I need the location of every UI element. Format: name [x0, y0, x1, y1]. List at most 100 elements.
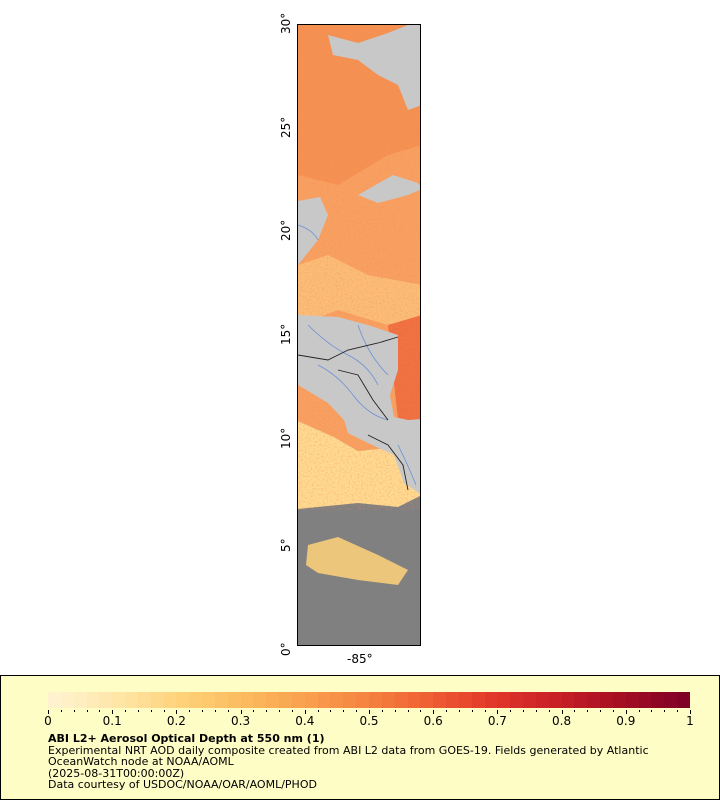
- colorbar-tick-mark: [304, 710, 306, 714]
- colorbar-cell: [125, 692, 139, 708]
- latitude-tick-label: 10°: [279, 427, 293, 449]
- colorbar-tick-label: 1: [686, 714, 694, 728]
- colorbar-tick-mark: [381, 710, 383, 712]
- colorbar-cell: [587, 692, 601, 708]
- colorbar-cell: [176, 692, 190, 708]
- river-lines: [298, 224, 417, 486]
- colorbar-tick-mark: [497, 710, 499, 714]
- colorbar-tick-label: 0.5: [359, 714, 379, 728]
- colorbar-tick-mark: [227, 710, 229, 712]
- colorbar-cell: [202, 692, 216, 708]
- colorbar-tick-mark: [60, 710, 62, 712]
- colorbar-tick-label: 0.1: [102, 714, 122, 728]
- colorbar-tick-mark: [86, 710, 88, 712]
- colorbar-tick-mark: [48, 710, 49, 714]
- colorbar-tick-mark: [561, 710, 563, 714]
- colorbar-cell: [420, 692, 434, 708]
- colorbar-cell: [677, 692, 691, 708]
- colorbar-tick-label: 0.2: [166, 714, 186, 728]
- aod-patches-equatorial: [306, 537, 408, 585]
- colorbar-tick-mark: [407, 710, 409, 712]
- colorbar-tick-mark: [125, 710, 127, 712]
- colorbar-tick-mark: [176, 710, 178, 714]
- colorbar-tick-label: 0.9: [616, 714, 636, 728]
- colorbar-cell: [548, 692, 563, 708]
- colorbar-tick-mark: [484, 710, 486, 712]
- colorbar-cell: [535, 692, 550, 708]
- colorbar-cell: [99, 692, 113, 708]
- colorbar-tick-mark: [240, 710, 242, 714]
- colorbar-tick-mark: [343, 710, 345, 712]
- colorbar-tick-mark: [394, 710, 396, 712]
- colorbar-cell: [60, 692, 75, 708]
- colorbar-tick-mark: [150, 710, 152, 712]
- colorbar-tick-mark: [291, 710, 293, 712]
- colorbar-tick-mark: [253, 710, 255, 712]
- colorbar-cell: [86, 692, 100, 708]
- colorbar-tick-mark: [458, 710, 460, 712]
- land-yucatan: [298, 197, 328, 265]
- colorbar-tick-mark: [625, 710, 627, 714]
- colorbar-cell: [600, 692, 614, 708]
- colorbar-cell: [484, 692, 498, 708]
- colorbar-cell: [343, 692, 357, 708]
- land-gulf-coast: [328, 25, 420, 110]
- colorbar-tick-mark: [266, 710, 268, 712]
- colorbar-cell: [304, 692, 319, 708]
- latitude-tick-label: 25°: [279, 116, 293, 138]
- colorbar-cell: [471, 692, 486, 708]
- colorbar-tick-mark: [73, 710, 75, 712]
- colorbar-cell: [407, 692, 421, 708]
- colorbar-cell: [227, 692, 242, 708]
- colorbar-cell: [381, 692, 396, 708]
- colorbar-cell: [651, 692, 665, 708]
- colorbar-cell: [291, 692, 306, 708]
- colorbar-cell: [112, 692, 126, 708]
- colorbar-tick-mark: [587, 710, 589, 712]
- colorbar-tick-mark: [535, 710, 537, 712]
- colorbar-tick-mark: [112, 710, 114, 714]
- colorbar-cell: [625, 692, 640, 708]
- colorbar-cell: [214, 692, 229, 708]
- colorbar-cell: [150, 692, 165, 708]
- colorbar-cell: [266, 692, 280, 708]
- colorbar-cell: [253, 692, 267, 708]
- colorbar-tick-mark: [137, 710, 139, 712]
- colorbar-tick-mark: [548, 710, 550, 712]
- colorbar-tick-mark: [317, 710, 319, 712]
- colorbar-tick-mark: [690, 710, 691, 714]
- colorbar-cell: [638, 692, 652, 708]
- colorbar-cell: [612, 692, 627, 708]
- colorbar-cell: [356, 692, 370, 708]
- colorbar-tick-mark: [356, 710, 358, 712]
- colorbar-tick-label: 0.8: [552, 714, 572, 728]
- colorbar-tick-label: 0.3: [231, 714, 251, 728]
- colorbar-cell: [73, 692, 87, 708]
- colorbar-tick-mark: [214, 710, 216, 712]
- colorbar-tick-mark: [279, 710, 281, 712]
- latitude-tick-label: 15°: [279, 323, 293, 345]
- colorbar-tick-mark: [369, 710, 370, 714]
- legend-description-2: OceanWatch node at NOAA/AOML: [48, 755, 234, 768]
- colorbar-tick-mark: [420, 710, 422, 712]
- colorbar-tick-mark: [163, 710, 165, 712]
- latitude-tick-label: 20°: [279, 220, 293, 242]
- aod-map-canvas: [298, 25, 420, 645]
- colorbar-tick-mark: [523, 710, 525, 712]
- legend-description: Experimental NRT AOD daily composite cre…: [48, 744, 649, 757]
- colorbar-tick-mark: [664, 710, 666, 712]
- legend-title: ABI L2+ Aerosol Optical Depth at 550 nm …: [48, 732, 325, 745]
- colorbar-cell: [510, 692, 524, 708]
- legend-timestamp: (2025-08-31T00:00:00Z): [48, 767, 185, 780]
- colorbar-cell: [317, 692, 331, 708]
- colorbar-tick-label: 0.4: [295, 714, 315, 728]
- colorbar-tick-mark: [99, 710, 101, 712]
- colorbar-cell: [458, 692, 473, 708]
- colorbar-tick-mark: [471, 710, 473, 712]
- colorbar-tick-label: 0.7: [487, 714, 507, 728]
- latitude-tick-label: 0°: [279, 642, 293, 656]
- colorbar-tick-mark: [574, 710, 576, 712]
- colorbar-cell: [369, 692, 383, 708]
- colorbar-tick-label: 0.6: [423, 714, 443, 728]
- latitude-tick-label: 30°: [279, 12, 293, 34]
